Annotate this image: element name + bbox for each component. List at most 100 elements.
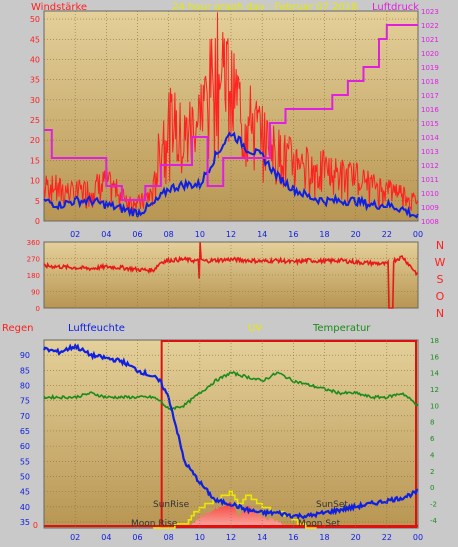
series-pressure — [44, 24, 418, 201]
y-right-tick-label: 1018 — [421, 78, 439, 86]
y-left-tick-label: 0 — [35, 217, 40, 226]
y-right-tick-label: -2 — [430, 500, 437, 508]
y-right-tick-label: 2 — [430, 468, 434, 476]
temperature-title: Temperatur — [312, 323, 371, 334]
x-tick-label: 08 — [164, 533, 174, 542]
y-right-tick-label: 1022 — [421, 22, 439, 30]
y-tick-label: 0 — [36, 305, 40, 313]
x-tick-label: 00 — [413, 533, 423, 542]
y-right-tick-label: 10 — [430, 402, 439, 410]
y-left-tick-label: 40 — [30, 55, 40, 64]
y-left-tick-label: 65 — [20, 427, 30, 436]
y-right-tick-label: 0 — [430, 484, 434, 492]
series-avg-wind — [43, 131, 419, 219]
y-left-tick-label: 50 — [30, 15, 40, 24]
y-left-tick-label: 75 — [20, 397, 30, 406]
x-tick-label: 04 — [101, 533, 111, 542]
y-right-tick-label: 1013 — [421, 148, 439, 156]
direction-plot-marks — [43, 242, 419, 309]
y-left-tick-label: 70 — [20, 412, 30, 421]
y-left-tick-label: 15 — [30, 156, 40, 165]
y-right-tick-label: 14 — [430, 370, 439, 378]
y-left-tick-label: 50 — [20, 472, 30, 481]
y-left-tick-label: 35 — [30, 76, 40, 85]
x-tick-label: 14 — [257, 533, 267, 542]
x-tick-label: 16 — [288, 533, 298, 542]
y-left-tick-label: 25 — [30, 116, 40, 125]
y-right-tick-label: 4 — [430, 451, 435, 459]
y-left-tick-label: 60 — [20, 442, 30, 451]
y-tick-label: 360 — [27, 239, 40, 247]
y-left-tick-label: 35 — [20, 518, 30, 527]
y-left-tick-label: 55 — [20, 457, 30, 466]
sunset-label: SunSet — [316, 500, 348, 510]
y-left-tick-label: 20 — [30, 136, 40, 145]
y-left-tick-label: 45 — [30, 35, 40, 44]
y-right-tick-label: 1020 — [421, 50, 439, 58]
direction-plot-ticks: 0 90 180 270 360 — [27, 239, 419, 313]
y-tick-label: 270 — [27, 256, 40, 264]
x-tick-label: 06 — [132, 533, 142, 542]
y-right-tick-label: 1021 — [421, 36, 439, 44]
x-tick-label: 10 — [195, 230, 205, 239]
y-right-tick-label: 1012 — [421, 162, 439, 170]
x-tick-label: 04 — [101, 230, 111, 239]
y-tick-label: 180 — [27, 272, 40, 280]
x-tick-label: 02 — [70, 533, 80, 542]
pressure-title: Luftdruck — [372, 2, 419, 13]
x-tick-label: 18 — [319, 533, 329, 542]
direction-letter: W — [435, 256, 446, 269]
rain-area — [160, 501, 317, 528]
x-tick-label: 02 — [70, 230, 80, 239]
graph-title: 24 hour graph day : Februar 07 2018 — [172, 2, 357, 13]
x-tick-label: 16 — [288, 230, 298, 239]
x-tick-label: 22 — [382, 230, 392, 239]
y-left-tick-label: 90 — [20, 351, 30, 360]
humidity-title: Luftfeuchte — [68, 323, 125, 334]
moonrise-label: Moon Rise — [131, 519, 178, 529]
series-wind-direction — [43, 242, 419, 309]
y-left-tick-label: 40 — [20, 503, 30, 512]
sunrise-label: SunRise — [153, 500, 190, 510]
y-left-tick-label: 10 — [30, 177, 40, 186]
y-right-tick-label: 1017 — [421, 92, 439, 100]
y-right-tick-label: 1023 — [421, 8, 439, 16]
y-left-tick-label: 80 — [20, 381, 30, 390]
y-right-tick-label: 1019 — [421, 64, 439, 72]
y-right-tick-label: 1014 — [421, 134, 439, 142]
y-right-tick-label: 1015 — [421, 120, 439, 128]
y-right-tick-label: 18 — [430, 337, 439, 345]
direction-letter: N — [436, 239, 444, 252]
rain-title: Regen — [2, 323, 34, 334]
x-tick-label: 00 — [413, 230, 423, 239]
direction-letter: S — [437, 273, 444, 286]
x-tick-label: 12 — [226, 230, 236, 239]
rain-zero-label: 0 — [33, 521, 38, 530]
y-right-tick-label: 1011 — [421, 176, 439, 184]
y-right-tick-label: 6 — [430, 435, 435, 443]
x-tick-label: 10 — [195, 533, 205, 542]
x-tick-label: 22 — [382, 533, 392, 542]
wind-plot-ticks: 0510152025303540455010081009101010111012… — [30, 8, 440, 239]
x-tick-label: 20 — [351, 230, 361, 239]
y-right-tick-label: 12 — [430, 386, 439, 394]
y-right-tick-label: -4 — [430, 517, 438, 525]
wind-title: Windstärke — [31, 2, 87, 13]
y-left-tick-label: 30 — [30, 96, 40, 105]
direction-letter: O — [436, 290, 445, 303]
moonset-label: Moon Set — [298, 519, 341, 529]
y-right-tick-label: 1009 — [421, 204, 439, 212]
x-tick-label: 12 — [226, 533, 236, 542]
y-right-tick-label: 8 — [430, 419, 434, 427]
x-tick-label: 06 — [132, 230, 142, 239]
direction-letter: N — [436, 307, 444, 320]
y-right-tick-label: 16 — [430, 353, 439, 361]
y-right-tick-label: 1016 — [421, 106, 439, 114]
uv-title: UV — [248, 323, 262, 334]
y-left-tick-label: 85 — [20, 366, 30, 375]
x-tick-label: 08 — [164, 230, 174, 239]
y-tick-label: 90 — [31, 289, 40, 297]
